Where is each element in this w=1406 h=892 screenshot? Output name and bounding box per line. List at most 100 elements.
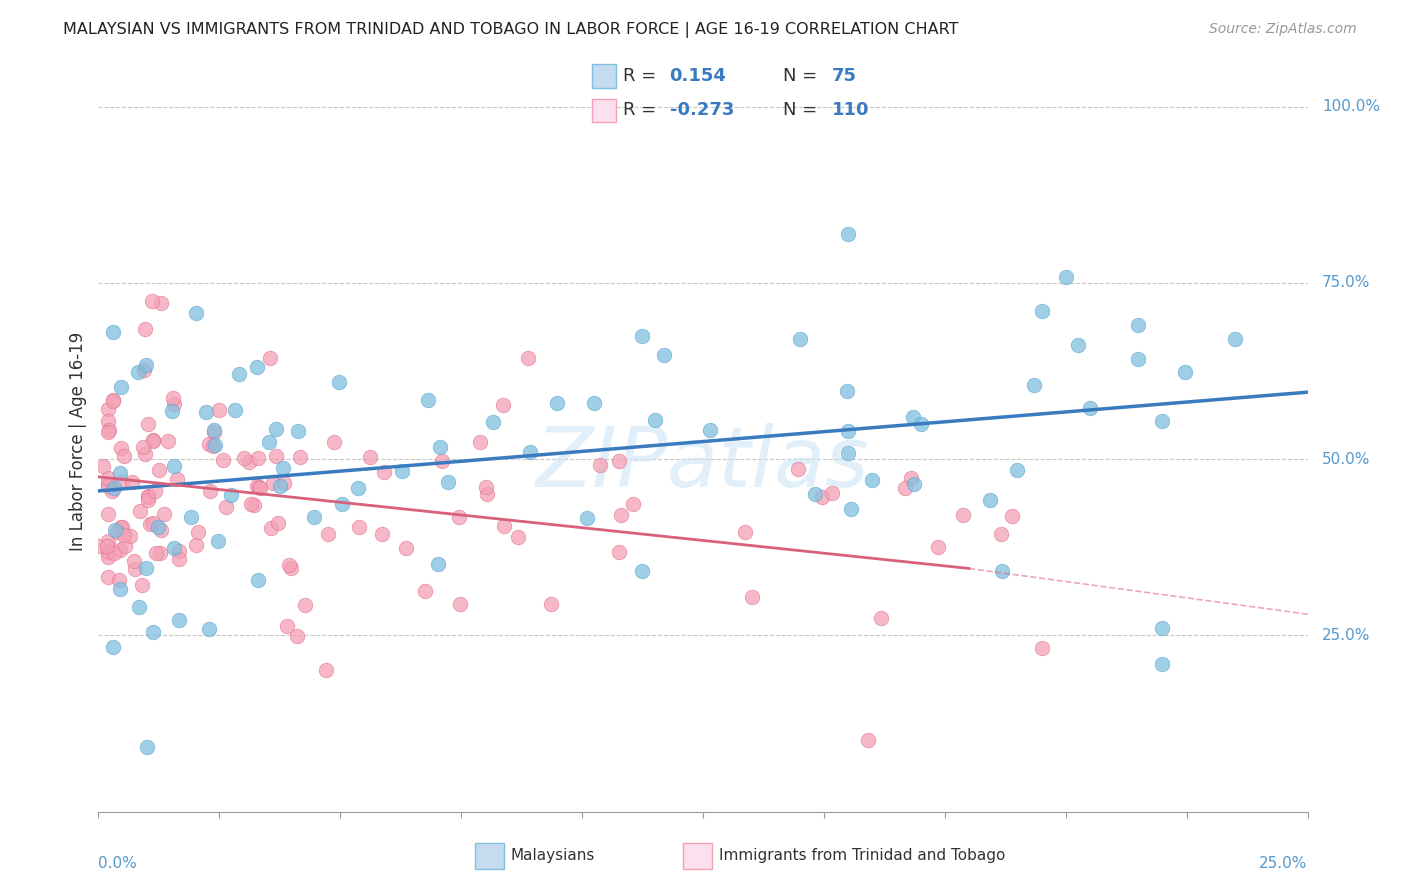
Point	[900, 471, 922, 485]
Text: R =: R =	[623, 102, 662, 120]
Text: MALAYSIAN VS IMMIGRANTS FROM TRINIDAD AND TOBAGO IN LABOR FORCE | AGE 16-19 CORR: MALAYSIAN VS IMMIGRANTS FROM TRINIDAD AN…	[63, 22, 959, 38]
Point	[91, 458, 114, 473]
Text: 110: 110	[831, 102, 869, 120]
Point	[804, 486, 827, 500]
Point	[160, 404, 183, 418]
Point	[482, 415, 505, 429]
Point	[142, 434, 165, 448]
Point	[103, 481, 125, 495]
Point	[149, 296, 172, 310]
Point	[211, 453, 233, 467]
Point	[371, 527, 394, 541]
Point	[110, 380, 132, 394]
Point	[285, 629, 308, 643]
Point	[359, 450, 381, 464]
Point	[149, 523, 172, 537]
Point	[87, 539, 110, 553]
Point	[273, 476, 295, 491]
Point	[621, 497, 644, 511]
Point	[131, 578, 153, 592]
Text: Immigrants from Trinidad and Tobago: Immigrants from Trinidad and Tobago	[720, 848, 1005, 863]
Point	[246, 359, 269, 374]
Point	[122, 554, 145, 568]
Point	[207, 533, 229, 548]
Point	[194, 405, 217, 419]
Text: 25.0%: 25.0%	[1260, 856, 1308, 871]
Point	[1054, 270, 1077, 285]
Point	[187, 524, 209, 539]
Point	[266, 449, 288, 463]
Point	[111, 475, 134, 489]
Point	[162, 392, 184, 406]
Point	[97, 414, 120, 428]
Point	[208, 403, 231, 417]
Point	[391, 464, 413, 478]
Point	[97, 471, 120, 485]
Point	[1152, 657, 1174, 671]
Point	[1174, 365, 1197, 379]
Point	[135, 358, 157, 372]
Point	[136, 490, 159, 504]
Point	[146, 520, 169, 534]
Point	[228, 367, 250, 381]
Point	[110, 442, 132, 456]
Point	[492, 519, 515, 533]
Point	[1223, 332, 1246, 346]
Point	[142, 624, 165, 639]
Point	[224, 403, 246, 417]
Point	[322, 435, 344, 450]
Point	[1067, 338, 1090, 352]
Point	[145, 546, 167, 560]
Point	[288, 450, 311, 465]
Text: 75: 75	[831, 67, 856, 85]
Point	[346, 481, 368, 495]
Point	[240, 497, 263, 511]
Text: N =: N =	[783, 67, 824, 85]
Point	[395, 541, 418, 555]
Point	[238, 455, 260, 469]
Point	[330, 497, 353, 511]
Point	[163, 541, 186, 556]
Text: 25.0%: 25.0%	[1322, 628, 1371, 643]
Point	[180, 509, 202, 524]
Point	[96, 539, 118, 553]
Point	[247, 450, 270, 465]
Point	[426, 557, 449, 571]
Point	[1078, 401, 1101, 416]
Point	[215, 500, 238, 515]
Point	[97, 544, 120, 558]
Point	[97, 476, 120, 491]
Point	[546, 396, 568, 410]
Point	[979, 492, 1001, 507]
Point	[1022, 378, 1045, 392]
Point	[903, 477, 925, 491]
Point	[97, 425, 120, 440]
Point	[468, 434, 491, 449]
Point	[276, 619, 298, 633]
Text: Malaysians: Malaysians	[510, 848, 595, 863]
Point	[644, 413, 666, 427]
Point	[167, 544, 190, 558]
Point	[837, 384, 859, 398]
Point	[246, 479, 269, 493]
Point	[741, 590, 763, 604]
Point	[110, 520, 132, 534]
Point	[1152, 621, 1174, 635]
Point	[128, 599, 150, 614]
Point	[247, 573, 270, 587]
Point	[860, 473, 883, 487]
Point	[101, 326, 124, 340]
Point	[540, 597, 562, 611]
Point	[280, 560, 302, 574]
Point	[134, 447, 156, 461]
Text: -0.273: -0.273	[669, 102, 734, 120]
Point	[134, 322, 156, 336]
Point	[132, 441, 155, 455]
Point	[315, 663, 337, 677]
Point	[136, 417, 159, 432]
Point	[631, 328, 654, 343]
Point	[927, 540, 949, 554]
Point	[516, 351, 538, 366]
Point	[198, 622, 221, 636]
FancyBboxPatch shape	[592, 99, 616, 122]
